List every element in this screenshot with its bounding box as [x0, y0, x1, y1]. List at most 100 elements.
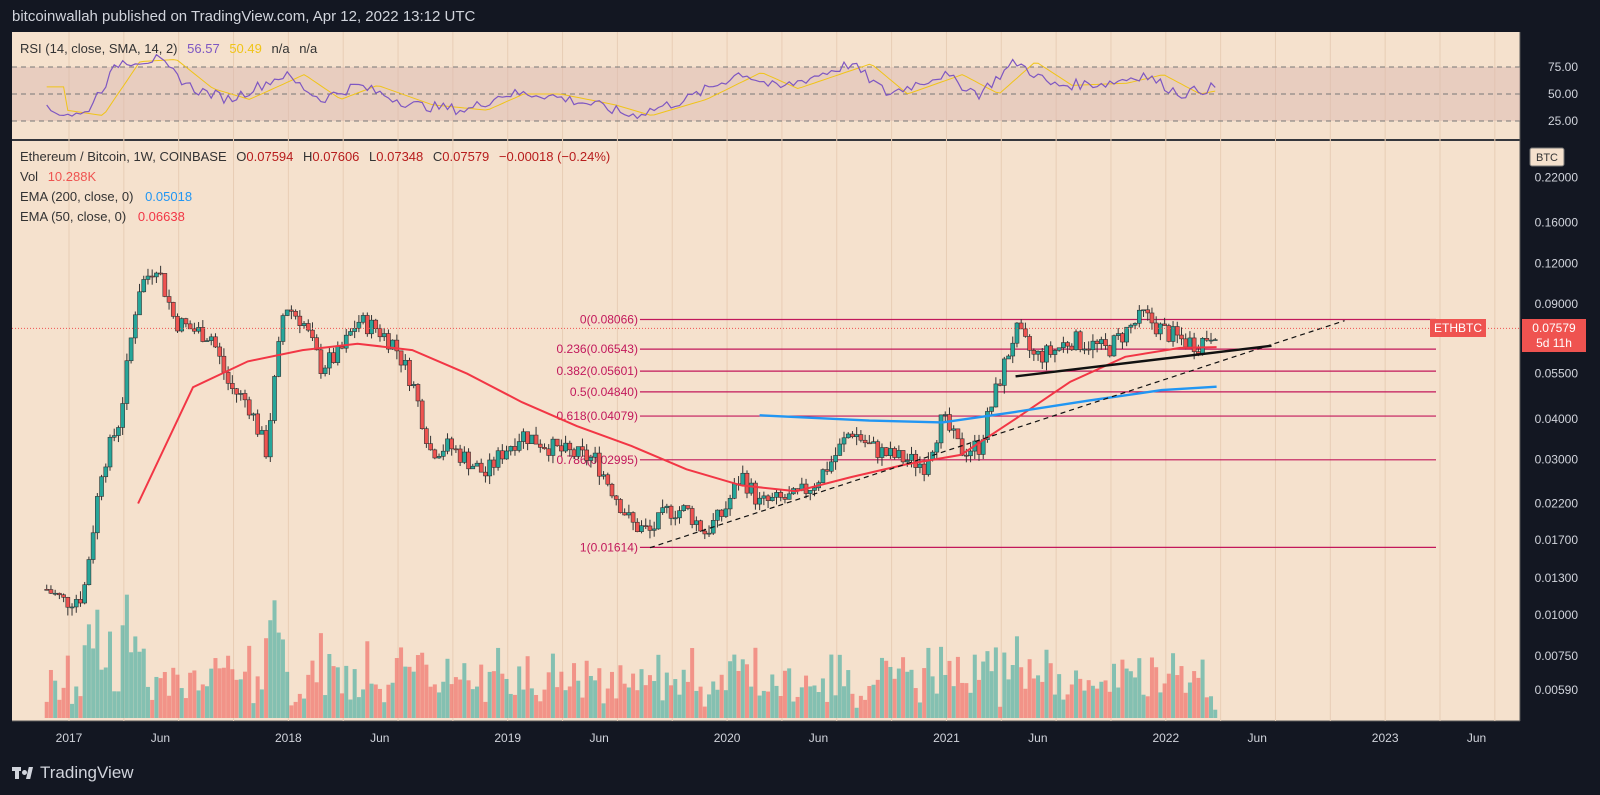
candle-body	[78, 599, 83, 604]
candle-body	[1082, 348, 1087, 351]
volume-bar	[981, 661, 986, 718]
candle-body	[875, 441, 881, 458]
chart-area[interactable]: 0(0.08066) 0.236(0.06543) 0.382(0.05601) 0.…	[0, 0, 1600, 753]
volume-bar	[795, 696, 800, 718]
volume-bar	[850, 693, 855, 718]
volume-bar	[470, 689, 475, 718]
candle-body	[904, 460, 910, 463]
vol-value: 10.288K	[48, 169, 97, 184]
volume-bar	[993, 647, 998, 718]
candle-body	[1212, 339, 1218, 341]
volume-bar	[728, 661, 733, 718]
ema200-value: 0.05018	[145, 189, 192, 204]
volume-bar	[1048, 663, 1053, 718]
candle-body	[61, 594, 66, 598]
volume-bar	[896, 668, 901, 718]
volume-bar	[91, 648, 96, 718]
candle-body	[706, 532, 712, 535]
volume-bar	[1171, 653, 1176, 718]
volume-bar	[297, 693, 302, 718]
volume-bar	[879, 657, 884, 718]
volume-bar	[597, 668, 602, 718]
volume-bar	[369, 683, 374, 718]
volume-bar	[1006, 679, 1011, 718]
volume-bar	[521, 689, 526, 718]
volume-bar	[1019, 667, 1024, 718]
candle-body	[57, 592, 62, 596]
volume-bar	[129, 652, 134, 718]
time-axis[interactable]: 2017 Jun 2018 Jun 2019 Jun 2020 Jun 2021 Jun 2022 J…	[56, 731, 1487, 745]
candle-body	[521, 431, 526, 442]
trendline-support[interactable]	[649, 320, 1345, 549]
volume-bar	[673, 679, 678, 718]
volume-bar	[141, 648, 146, 718]
volume-bar	[483, 701, 488, 718]
candle-body	[559, 445, 564, 452]
trendlines[interactable]	[649, 320, 1345, 549]
volume-bar	[1187, 682, 1192, 718]
trendline-ascending[interactable]	[1015, 344, 1272, 378]
candle-body	[618, 499, 623, 513]
currency-badge: BTC	[1529, 147, 1565, 167]
volume-bar	[643, 685, 648, 718]
volume-bar	[761, 690, 766, 718]
volume-bar	[1179, 666, 1184, 718]
candle-body	[782, 497, 788, 500]
candle-body	[128, 337, 134, 362]
candle-body	[289, 309, 294, 312]
volume-bar	[804, 675, 809, 718]
candle-body	[651, 528, 657, 531]
rsi-legend-name: RSI (14, close, SMA, 14, 2)	[20, 41, 178, 56]
candle-body	[424, 428, 429, 444]
fibonacci-retracement[interactable]: 0(0.08066) 0.236(0.06543) 0.382(0.05601) 0.…	[557, 313, 1436, 555]
candle-body	[584, 449, 589, 461]
candle-body	[213, 336, 218, 348]
candle-body	[276, 341, 282, 377]
candle-body	[681, 505, 687, 511]
candle-body	[993, 383, 999, 408]
volume-bar	[656, 654, 661, 718]
volume-bar	[858, 695, 863, 718]
publisher-text: bitcoinwallah published on TradingView.c…	[12, 8, 476, 25]
volume-bar	[753, 647, 758, 718]
candle-body	[411, 384, 417, 387]
price-axis[interactable]: 0.22000 0.16000 0.12000 0.09000 0.05500 0.040…	[1535, 170, 1579, 696]
candle-body	[166, 296, 172, 303]
volume-bar	[1209, 696, 1214, 718]
time-tick-label: Jun	[151, 731, 170, 745]
volume-bar	[875, 679, 880, 718]
volume-bar	[917, 702, 922, 718]
candle-body	[491, 459, 497, 468]
volume-bar	[44, 701, 49, 718]
candle-body	[111, 435, 117, 438]
rsi-legend[interactable]: RSI (14, close, SMA, 14, 2) 56.57 50.49 …	[20, 41, 318, 56]
candle-body	[1077, 331, 1083, 350]
candle-body	[1069, 345, 1075, 351]
candle-body	[660, 507, 665, 513]
candle-body	[664, 505, 670, 508]
volume-bar	[732, 654, 737, 718]
volume-bar	[669, 685, 674, 718]
candle-body	[343, 334, 349, 349]
volume-bar	[1052, 694, 1057, 718]
volume-bar	[1116, 687, 1121, 718]
volume-bar	[580, 697, 585, 718]
candle-body	[1086, 348, 1091, 351]
price-legend[interactable]: Ethereum / Bitcoin, 1W, COINBASE O0.0759…	[20, 149, 610, 224]
tradingview-logo[interactable]: TradingView	[12, 763, 134, 783]
volume-bar	[960, 682, 965, 718]
candle-body	[1039, 350, 1045, 363]
volume-bar	[787, 668, 792, 718]
volume-bar	[86, 624, 91, 718]
candle-body	[179, 318, 185, 332]
volume-bar	[390, 682, 395, 718]
candle-body	[107, 436, 113, 468]
volume-bar	[82, 645, 87, 718]
volume-bar	[1069, 684, 1074, 718]
candle-body	[1200, 338, 1205, 354]
volume-bar	[1154, 667, 1159, 718]
candle-body	[48, 589, 54, 594]
candle-body	[301, 323, 307, 327]
candle-body	[516, 441, 522, 451]
last-price-text: 0.07579	[1532, 321, 1576, 335]
